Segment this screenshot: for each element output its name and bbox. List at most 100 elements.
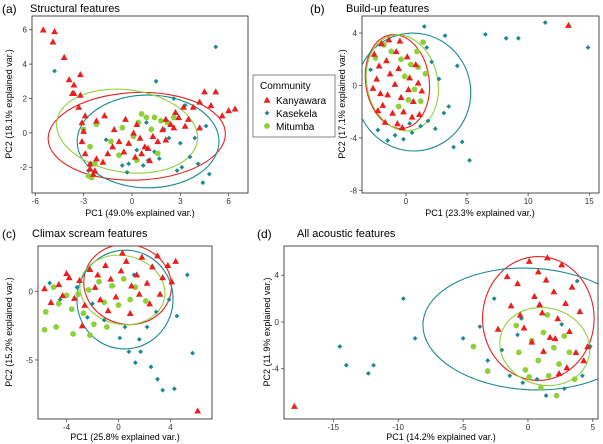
panel-d-ellipses [422,255,598,391]
panel-b-point-mitumba-13 [420,39,426,46]
panel-c-point-kanyawara-30 [194,407,202,414]
panel-a-point-kasekela-18 [200,180,206,186]
legend-label-mitumba: Mitumba [276,122,315,133]
panel-b-point-kanyawara-24 [396,37,404,44]
panel-d-point-mitumba-15 [526,374,533,380]
panel-a-y-ticks: -2 0 2 4 6 [20,26,32,172]
panel-a-x-tick-label: 3 [178,197,183,206]
panel-d-point-kanyawara-25 [494,325,502,332]
panel-a-ellipse-kanyawara [47,91,226,181]
panel-a-point-kanyawara-33 [159,126,166,133]
panel-d-x-axis-label: PC1 (14.2% explained var.) [386,432,496,442]
panel-c-point-kanyawara-29 [78,322,86,329]
panel-c-point-kanyawara-13 [112,293,120,300]
panel-b-x-tick-label: 0 [404,197,409,206]
panel-a-point-kanyawara-18 [93,155,100,162]
panel-a-point-kanyawara-27 [136,134,144,141]
panel-b-x-ticks: 0 5 10 15 [404,193,594,206]
panel-d-point-mitumba-11 [566,349,573,356]
panel-a-point-kanyawara-19 [99,158,107,165]
panel-b-point-kanyawara-18 [405,86,412,93]
panel-d-point-kasekela-0 [337,344,343,349]
panel-c-y-ticks: -5 0 [26,287,38,365]
panel-c-point-mitumba-16 [53,324,60,330]
panel-b-point-kasekela-5 [409,130,415,136]
panel-a-y-tick-label: -2 [20,163,28,172]
panel-d-point-kanyawara-12 [558,261,566,268]
panel-a-point-kasekela-12 [166,135,172,141]
legend-marker-mitumba [264,123,270,129]
panel-a-point-kanyawara-44 [218,112,226,119]
panel-c-point-kasekela-20 [122,324,128,330]
panel-a-point-kanyawara-7 [76,91,84,98]
panel-b-point-kanyawara-31 [416,110,423,118]
panel-a-point-kanyawara-52 [110,126,118,133]
panel-a-point-kanyawara-49 [181,122,189,129]
panel-c-point-kanyawara-6 [76,276,83,284]
panel-c-point-kanyawara-3 [59,292,67,299]
panel-b-x-tick-label: 15 [585,197,594,206]
legend-title: Community [260,81,311,92]
panel-c-y-axis-label: PC2 (15.2% explained var.) [4,277,14,387]
panel-c-point-kanyawara-23 [164,261,172,268]
panel-a-y-tick-label: 6 [23,26,28,35]
panel-b-point-kanyawara-2 [373,75,381,82]
panel-c-point-kanyawara-2 [55,281,63,288]
panel-c-x-tick-label: 0 [116,423,121,432]
panel-d-point-kasekela-4 [400,296,406,302]
panel-d-point-mitumba-2 [515,349,522,356]
legend-label-kasekela: Kasekela [276,109,318,120]
panel-c-point-kanyawara-18 [138,253,146,260]
panel-d-point-kanyawara-26 [555,370,563,377]
panel-c-point-kasekela-2 [74,284,80,290]
panel-a-point-kanyawara-29 [146,156,154,164]
panel-c-ellipse-kasekela [76,249,174,350]
panel-c-point-mitumba-14 [127,296,134,303]
panel-b-point-kanyawara-28 [398,124,406,131]
panel-c-point-kanyawara-34 [63,270,70,277]
legend-marker-kanyawara [263,96,271,103]
panel-d-point-mitumba-12 [571,376,578,383]
panel-a-point-mitumba-19 [154,150,161,157]
panel-d-point-mitumba-14 [553,392,560,399]
panel-d-point-kanyawara-13 [562,299,569,306]
panel-b-point-kasekela-18 [451,144,457,150]
panel-a-point-kasekela-14 [179,164,185,170]
panel-b-point-kasekela-11 [436,76,442,82]
panel-a-point-kanyawara-37 [175,113,183,121]
panel-b-y-ticks: -8 -4 0 4 [350,29,362,195]
panel-a-title: Structural features [30,3,120,15]
panel-b-point-kasekela-21 [515,35,521,41]
panel-b-point-kasekela-2 [385,138,391,143]
panel-d-point-mitumba-1 [484,368,491,374]
panel-b-point-kasekela-14 [442,33,448,39]
panel-b-point-kasekela-22 [542,20,548,25]
legend-label-kanyawara: Kanyawara [276,96,326,107]
panel-b-point-kasekela-17 [467,157,472,163]
panel-a-point-mitumba-2 [91,160,98,167]
panel-a-point-kanyawara-11 [80,127,87,134]
panel-c-point-kanyawara-24 [168,278,176,285]
panel-b-point-kanyawara-16 [403,53,411,60]
panel-b-point-kasekela-0 [368,67,373,73]
panel-d-point-kanyawara-7 [538,309,546,316]
panel-c-point-kanyawara-16 [128,282,135,289]
panel-d-x-ticks: -15 -10 -5 0 5 [328,419,596,432]
panel-b-point-kasekela-23 [585,45,591,50]
panel-c-point-kasekela-1 [57,297,63,302]
panel-c-point-kanyawara-35 [119,249,126,256]
panel-d-point-kanyawara-4 [525,257,533,264]
panel-c-point-mitumba-13 [120,276,127,282]
panel-b-point-mitumba-1 [388,48,395,55]
panel-a-y-axis-label: PC2 (18.1% explained var.) [4,49,14,159]
panel-d-x-tick-label: -5 [459,423,467,432]
panel-a-point-kasekela-6 [134,147,140,153]
panel-c-point-kanyawara-1 [47,298,55,306]
panel-c-point-mitumba-17 [70,330,76,337]
panel-b-point-kanyawara-0 [370,50,378,57]
panel-c-point-mitumba-19 [103,324,110,330]
panel-a-point-kanyawara-22 [115,138,123,145]
panel-b-point-kasekela-15 [454,63,460,69]
panel-d-point-kasekela-7 [477,324,483,330]
